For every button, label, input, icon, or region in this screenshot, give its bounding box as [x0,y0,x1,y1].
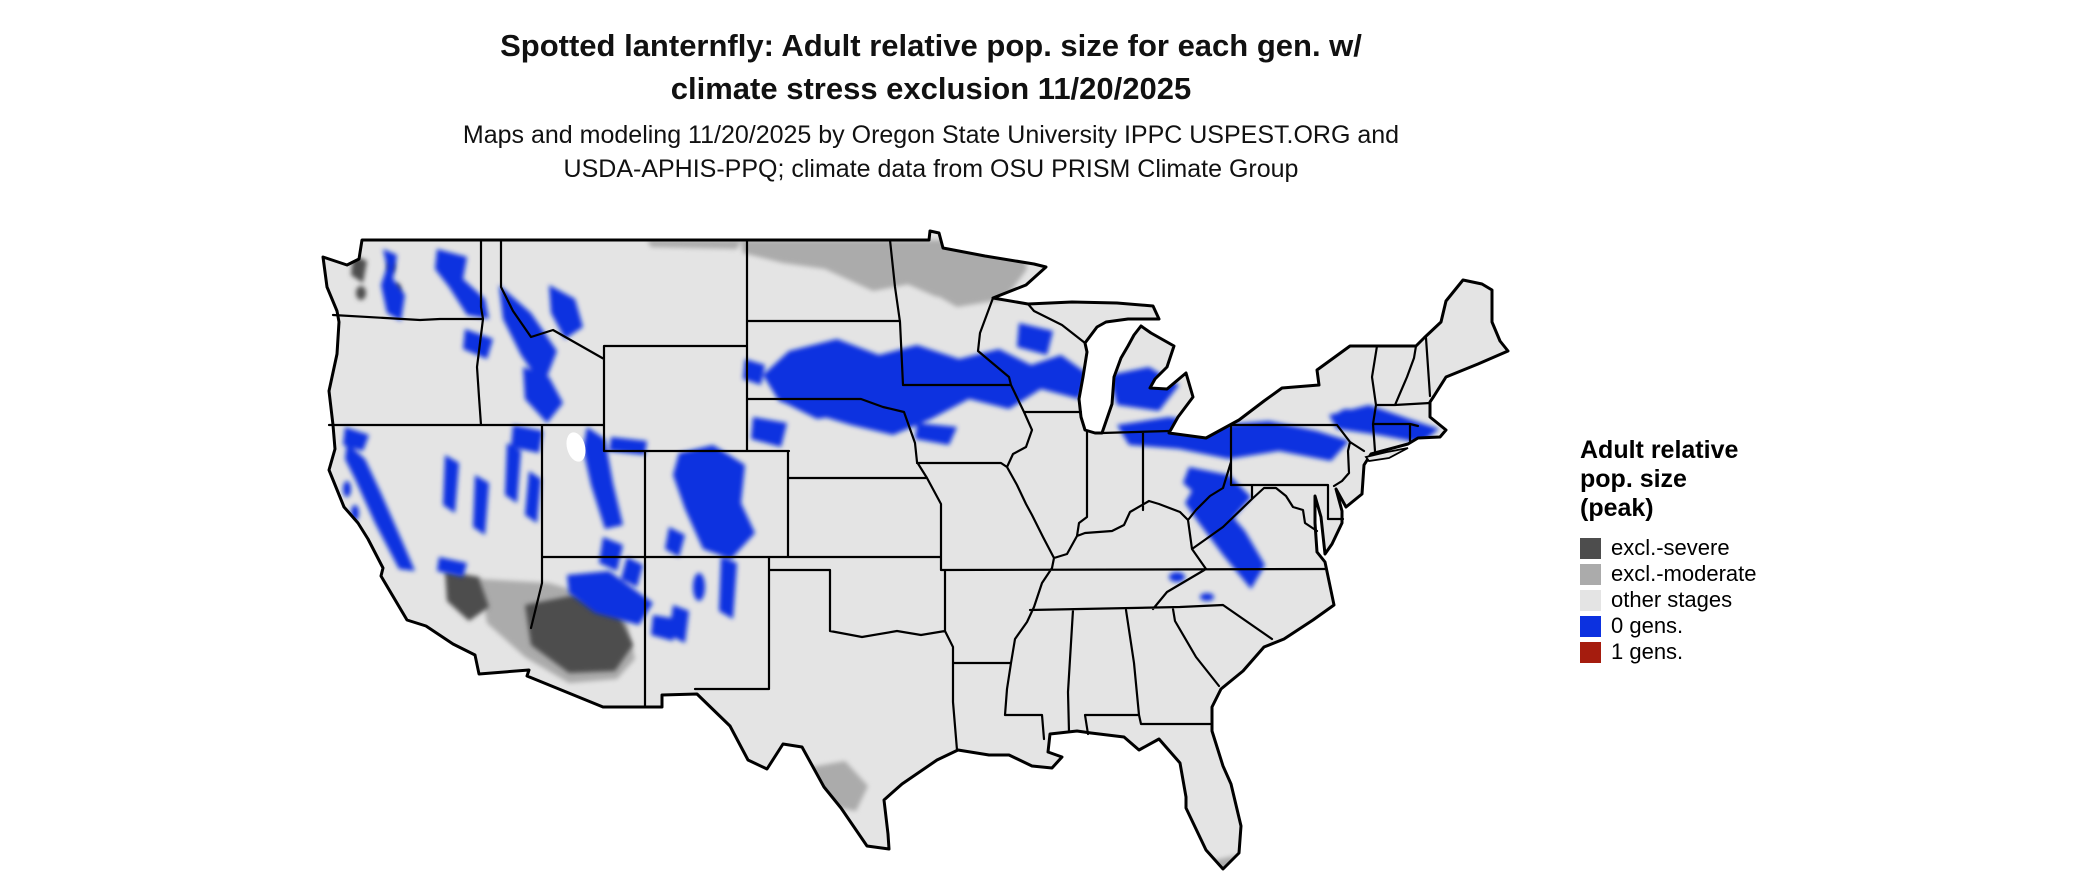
legend-swatch-excl-moderate [1580,563,1601,585]
subtitle-line-2: USDA-APHIS-PPQ; climate data from OSU PR… [563,155,1299,183]
figure-subtitle: Maps and modeling 11/20/2025 by Oregon S… [0,118,1862,186]
great-salt-lake [566,432,586,462]
legend-label-other-stages: other stages [1611,587,1733,612]
legend-label-0-gens: 0 gens. [1611,613,1684,638]
state-borders [327,238,1432,752]
figure-title: Spotted lanternfly: Adult relative pop. … [0,24,1862,110]
overlay-0-gens [343,249,1439,643]
legend-row-other-stages: other stages [1580,587,1910,613]
us-map-svg [321,229,1510,871]
legend-title-line-1: Adult relative [1580,436,1739,464]
title-line-1: Spotted lanternfly: Adult relative pop. … [500,28,1362,63]
legend-row-excl-severe: excl.-severe [1580,535,1910,561]
legend-label-1-gens: 1 gens. [1611,639,1684,664]
legend-title-line-2: pop. size [1580,465,1687,493]
legend-items: excl.-severe excl.-moderate other stages… [1580,535,1910,665]
legend-label-excl-moderate: excl.-moderate [1611,561,1757,586]
legend-swatch-0-gens [1580,615,1601,637]
legend-title-line-3: (peak) [1580,494,1654,522]
legend-row-1-gens: 1 gens. [1580,639,1910,665]
us-map [317,227,1530,886]
legend-swatch-other-stages [1580,589,1601,611]
legend-row-0-gens: 0 gens. [1580,613,1910,639]
legend-swatch-excl-severe [1580,537,1601,559]
title-line-2: climate stress exclusion 11/20/2025 [670,71,1192,106]
subtitle-line-1: Maps and modeling 11/20/2025 by Oregon S… [462,121,1400,149]
legend-swatch-1-gens [1580,641,1601,663]
map-legend: Adult relative pop. size (peak) excl.-se… [1580,436,1910,665]
legend-label-excl-severe: excl.-severe [1611,535,1730,560]
legend-title: Adult relative pop. size (peak) [1580,436,1910,523]
legend-row-excl-moderate: excl.-moderate [1580,561,1910,587]
long-island [1364,447,1409,462]
